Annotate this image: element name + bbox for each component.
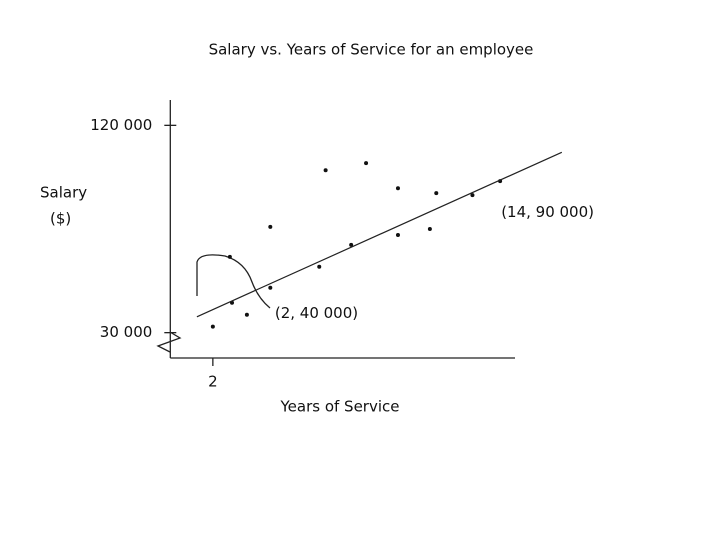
data-point	[395, 232, 400, 237]
data-point	[268, 224, 273, 229]
x-axis-label: Years of Service	[279, 398, 399, 416]
data-point	[364, 161, 369, 166]
trend-line	[196, 151, 563, 318]
data-point	[227, 254, 232, 259]
data-point	[395, 186, 400, 191]
data-point	[349, 242, 354, 247]
y-axis-label: Salary	[40, 184, 87, 202]
data-point	[268, 285, 273, 290]
data-point	[317, 264, 322, 269]
chart-title: Salary vs. Years of Service for an emplo…	[209, 41, 534, 59]
y-tick-label: 120 000	[90, 116, 152, 134]
y-axis-label: ($)	[50, 210, 71, 228]
data-point	[434, 191, 439, 196]
annotation: (14, 90 000)	[501, 203, 594, 221]
y-tick-label: 30 000	[100, 323, 153, 341]
axis-break	[156, 331, 182, 353]
data-point	[210, 324, 215, 329]
x-tick-label: 2	[208, 373, 218, 391]
data-point	[470, 193, 475, 198]
data-point	[323, 168, 328, 173]
annotation: (2, 40 000)	[275, 304, 358, 322]
callout-arrow	[196, 254, 271, 309]
data-point	[244, 312, 249, 317]
data-point	[427, 227, 432, 231]
